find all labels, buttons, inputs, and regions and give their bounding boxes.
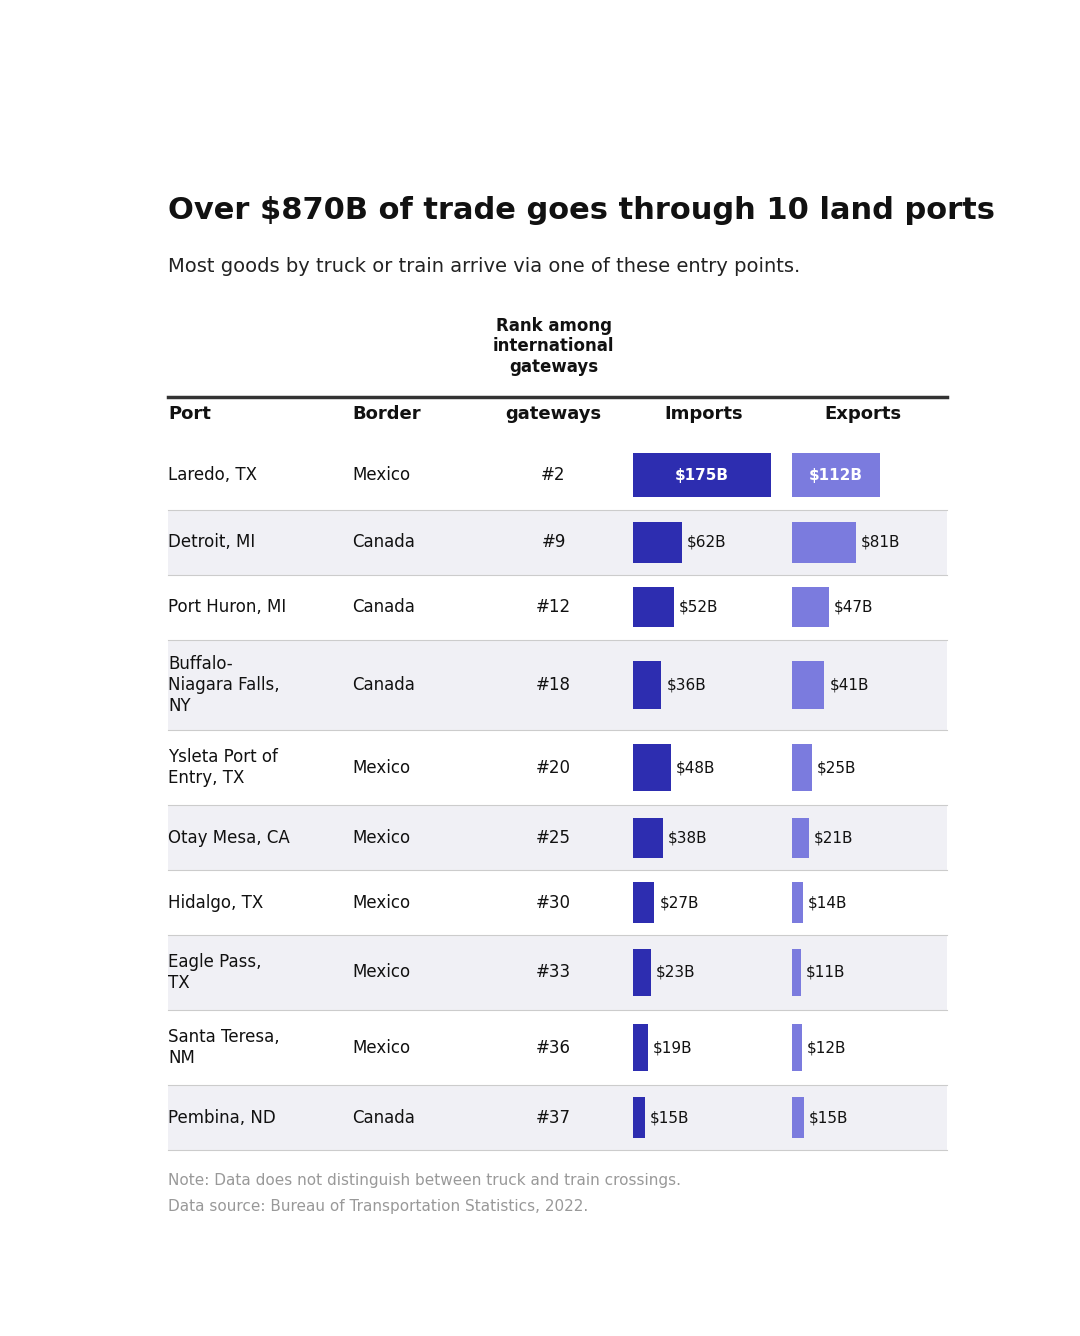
Bar [792, 1097, 804, 1138]
Text: Port Huron, MI: Port Huron, MI [168, 599, 286, 616]
Bar [633, 883, 654, 923]
Text: Laredo, TX: Laredo, TX [168, 466, 257, 484]
Text: Most goods by truck or train arrive via one of these entry points.: Most goods by truck or train arrive via … [168, 257, 800, 277]
Text: #12: #12 [536, 599, 571, 616]
Text: #36: #36 [536, 1038, 571, 1057]
Bar [792, 1025, 801, 1071]
Bar [168, 510, 947, 574]
Bar [792, 744, 812, 791]
Bar [168, 935, 947, 1010]
Text: Port: Port [168, 405, 212, 424]
Bar [633, 1097, 645, 1138]
Text: $41B: $41B [829, 677, 869, 692]
Text: $15B: $15B [809, 1110, 849, 1125]
Text: $81B: $81B [861, 534, 901, 550]
Text: Canada: Canada [352, 676, 416, 693]
Text: Mexico: Mexico [352, 466, 410, 484]
Text: Mexico: Mexico [352, 828, 410, 847]
Text: Note: Data does not distinguish between truck and train crossings.: Note: Data does not distinguish between … [168, 1173, 681, 1188]
Text: Canada: Canada [352, 599, 416, 616]
Text: $12B: $12B [807, 1041, 846, 1055]
Text: Canada: Canada [352, 533, 416, 552]
Text: $23B: $23B [657, 965, 696, 981]
Text: $36B: $36B [666, 677, 706, 692]
Bar [168, 806, 947, 870]
Text: $52B: $52B [679, 600, 718, 615]
Text: Hidalgo, TX: Hidalgo, TX [168, 894, 264, 911]
Text: $25B: $25B [816, 760, 856, 775]
Text: Rank among
international
gateways: Rank among international gateways [492, 317, 615, 377]
Text: $21B: $21B [813, 830, 853, 846]
Bar [792, 661, 824, 708]
Text: Otay Mesa, CA: Otay Mesa, CA [168, 828, 291, 847]
Text: #20: #20 [536, 759, 571, 776]
Bar [792, 883, 804, 923]
Bar [633, 453, 771, 497]
Text: Pembina, ND: Pembina, ND [168, 1109, 276, 1126]
Text: $175B: $175B [675, 468, 729, 482]
Text: Border: Border [352, 405, 421, 424]
Text: Detroit, MI: Detroit, MI [168, 533, 256, 552]
Text: $38B: $38B [669, 830, 707, 846]
Bar [168, 640, 947, 731]
Bar [792, 818, 809, 858]
Text: Over $870B of trade goes through 10 land ports: Over $870B of trade goes through 10 land… [168, 196, 996, 226]
Bar [633, 588, 674, 628]
Text: #18: #18 [536, 676, 571, 693]
Text: Ysleta Port of
Entry, TX: Ysleta Port of Entry, TX [168, 748, 279, 787]
Text: $47B: $47B [834, 600, 874, 615]
Text: #2: #2 [541, 466, 566, 484]
Text: Buffalo-
Niagara Falls,
NY: Buffalo- Niagara Falls, NY [168, 655, 280, 715]
Text: $62B: $62B [687, 534, 727, 550]
Text: $19B: $19B [653, 1041, 692, 1055]
Bar [168, 1085, 947, 1150]
Text: Mexico: Mexico [352, 759, 410, 776]
Text: $11B: $11B [806, 965, 846, 981]
Bar [792, 522, 856, 562]
Bar [633, 949, 651, 995]
Text: #30: #30 [536, 894, 571, 911]
Text: Imports: Imports [665, 405, 743, 424]
Text: $112B: $112B [809, 468, 863, 482]
Text: Santa Teresa,
NM: Santa Teresa, NM [168, 1029, 280, 1067]
Text: Eagle Pass,
TX: Eagle Pass, TX [168, 953, 262, 991]
Text: #33: #33 [536, 963, 571, 982]
Text: Data source: Bureau of Transportation Statistics, 2022.: Data source: Bureau of Transportation St… [168, 1200, 589, 1214]
Text: #25: #25 [536, 828, 571, 847]
Text: $48B: $48B [676, 760, 715, 775]
Bar [633, 818, 663, 858]
Text: gateways: gateways [505, 405, 602, 424]
Bar [792, 949, 800, 995]
Bar [633, 1025, 648, 1071]
Text: Mexico: Mexico [352, 1038, 410, 1057]
Text: #37: #37 [536, 1109, 571, 1126]
Text: $14B: $14B [808, 895, 848, 910]
Text: Mexico: Mexico [352, 894, 410, 911]
Bar [792, 453, 880, 497]
Bar [633, 661, 661, 708]
Text: $15B: $15B [650, 1110, 689, 1125]
Bar [633, 522, 681, 562]
Bar [792, 588, 829, 628]
Text: #9: #9 [541, 533, 566, 552]
Text: Mexico: Mexico [352, 963, 410, 982]
Bar [633, 744, 671, 791]
Text: Canada: Canada [352, 1109, 416, 1126]
Text: $27B: $27B [660, 895, 699, 910]
Text: Exports: Exports [825, 405, 902, 424]
